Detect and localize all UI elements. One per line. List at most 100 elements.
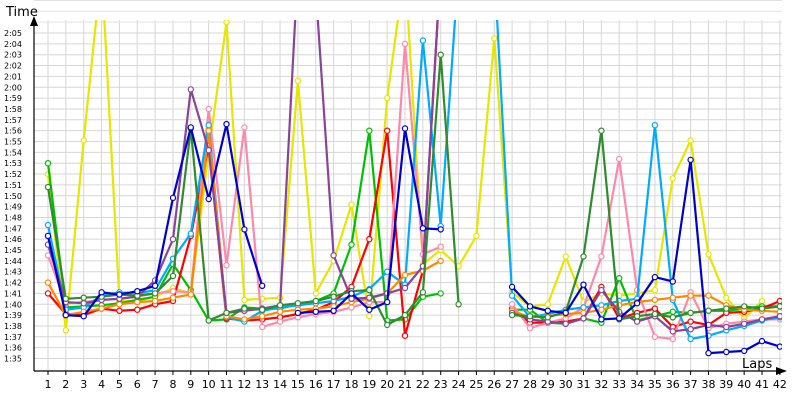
x-tick-label: 21 xyxy=(398,378,412,391)
data-point xyxy=(544,314,552,321)
x-tick-label: 31 xyxy=(577,378,591,391)
data-point xyxy=(134,288,141,295)
y-tick-label: 1:58 xyxy=(4,105,22,114)
data-point xyxy=(151,297,159,305)
series-line xyxy=(511,157,780,341)
data-point xyxy=(526,313,534,320)
data-point xyxy=(741,320,748,327)
y-tick-label: 1:43 xyxy=(4,268,22,277)
data-point xyxy=(366,294,373,301)
data-point xyxy=(384,94,391,102)
x-tick-label: 12 xyxy=(237,378,251,391)
data-point xyxy=(723,294,730,301)
data-point xyxy=(384,268,391,275)
data-point xyxy=(651,273,659,281)
y-tick-label: 1:56 xyxy=(4,127,22,136)
data-point xyxy=(44,279,52,286)
y-tick-label: 1:59 xyxy=(4,94,22,103)
data-point xyxy=(633,300,641,307)
x-tick-label: 5 xyxy=(116,378,123,391)
y-tick-label: 1:52 xyxy=(4,170,22,179)
y-tick-label: 1:54 xyxy=(4,148,22,157)
y-tick-label: 1:57 xyxy=(4,116,22,125)
data-point xyxy=(62,295,70,302)
data-point xyxy=(437,243,444,250)
data-point xyxy=(437,257,444,265)
data-point xyxy=(508,311,516,319)
data-point xyxy=(651,296,659,304)
data-point xyxy=(366,313,373,320)
data-point xyxy=(80,137,87,144)
y-tick-label: 1:38 xyxy=(4,322,22,331)
data-point xyxy=(723,348,730,356)
data-point xyxy=(241,226,248,233)
y-axis-title: Time xyxy=(5,5,38,20)
data-point xyxy=(687,309,694,317)
data-point xyxy=(580,253,587,260)
y-tick-label: 2:02 xyxy=(4,62,22,71)
data-point xyxy=(669,294,677,301)
data-point xyxy=(80,313,87,320)
y-tick-label: 1:46 xyxy=(4,235,22,244)
data-point xyxy=(330,293,337,300)
y-tick-label: 2:03 xyxy=(4,51,22,60)
y-tick-label: 2:00 xyxy=(4,83,22,92)
data-point xyxy=(705,349,712,357)
x-tick-label: 13 xyxy=(255,378,269,391)
data-point xyxy=(616,275,623,282)
series-line xyxy=(512,129,781,321)
data-point xyxy=(776,313,782,320)
data-point xyxy=(223,120,230,128)
x-axis-arrow-icon xyxy=(776,367,787,375)
data-point xyxy=(598,306,605,313)
data-point xyxy=(437,226,444,233)
data-point xyxy=(312,297,319,305)
data-point xyxy=(384,321,391,329)
data-point xyxy=(98,305,105,312)
data-point xyxy=(187,230,194,237)
data-point xyxy=(259,313,266,320)
data-point xyxy=(741,347,748,355)
data-point xyxy=(366,286,373,294)
y-tick-label: 1:36 xyxy=(4,344,22,353)
data-point xyxy=(687,335,694,343)
data-point xyxy=(44,183,52,191)
data-point xyxy=(741,303,748,310)
data-point xyxy=(705,292,712,299)
y-tick-label: 1:39 xyxy=(4,311,22,320)
data-point xyxy=(758,297,766,305)
series-9 xyxy=(44,120,782,357)
data-point xyxy=(437,290,444,297)
data-point xyxy=(508,301,516,308)
data-point xyxy=(669,335,677,343)
x-tick-label: 38 xyxy=(702,378,716,391)
x-tick-label: 41 xyxy=(755,378,769,391)
data-point xyxy=(151,282,159,289)
x-tick-label: 1 xyxy=(45,378,52,391)
x-tick-label: 20 xyxy=(380,378,394,391)
data-point xyxy=(651,305,659,312)
data-point xyxy=(205,105,212,113)
y-tick-label: 2:01 xyxy=(4,72,22,81)
data-point xyxy=(419,37,427,44)
data-point xyxy=(134,306,141,313)
data-point xyxy=(687,326,694,333)
data-point xyxy=(259,282,266,289)
data-point xyxy=(348,304,355,311)
data-point xyxy=(508,283,516,291)
x-tick-label: 42 xyxy=(773,378,787,391)
data-point xyxy=(187,86,194,93)
x-tick-label: 17 xyxy=(327,378,341,391)
x-tick-label: 3 xyxy=(80,378,87,391)
data-point xyxy=(276,318,284,325)
x-tick-label: 22 xyxy=(416,378,430,391)
y-tick-label: 1:41 xyxy=(4,289,22,298)
x-tick-label: 8 xyxy=(170,378,177,391)
data-point xyxy=(169,194,177,202)
series-line xyxy=(511,158,781,355)
data-point xyxy=(633,313,641,320)
data-point xyxy=(366,306,373,313)
chart-ticks: 1:35 1:36 1:37 1:38 1:39 1:40 1:411:42 1:43 1:44… xyxy=(4,29,787,391)
data-point xyxy=(294,300,302,307)
